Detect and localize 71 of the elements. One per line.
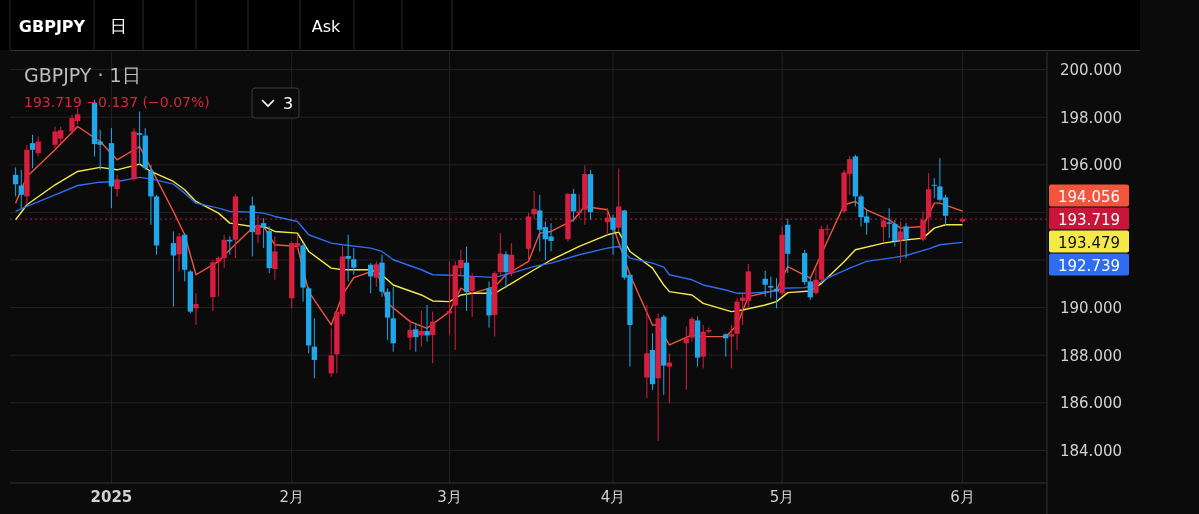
candlestick — [469, 272, 475, 318]
candlestick — [351, 247, 357, 276]
candlestick — [407, 319, 413, 351]
text: Ask — [311, 17, 342, 36]
candlestick — [170, 230, 177, 308]
candlestick — [897, 220, 904, 264]
candlestick — [920, 210, 926, 242]
candlestick — [570, 188, 577, 222]
candlestick — [255, 214, 261, 244]
candlestick — [768, 275, 774, 299]
candlestick — [35, 135, 41, 157]
candlestick — [373, 260, 380, 288]
text: 193.719 −0.137 (−0.07%) — [24, 94, 210, 110]
candlestick — [311, 317, 318, 379]
candlestick — [413, 322, 419, 353]
candlestick — [880, 215, 887, 242]
candlestick — [29, 134, 36, 169]
candlestick — [616, 168, 622, 232]
candlestick — [193, 292, 199, 326]
text: 193.479 — [1057, 233, 1121, 252]
y-tick-label: 198.000 — [1059, 108, 1123, 127]
text: 日 — [109, 16, 127, 36]
ref-line-label: 193.719 — [1057, 210, 1121, 229]
candlestick — [931, 177, 937, 199]
candlestick — [114, 174, 120, 197]
candlestick — [903, 222, 909, 259]
y-tick-label: 190.000 — [1059, 299, 1123, 318]
candlestick — [892, 219, 898, 247]
candlestick — [689, 316, 695, 343]
line-series — [14, 176, 964, 295]
candlestick — [728, 324, 735, 369]
text: GBPJPY — [18, 17, 86, 36]
x-tick-label: 2月 — [279, 488, 305, 506]
x-tick-label: 6月 — [950, 488, 975, 506]
candlestick — [328, 327, 334, 378]
x-tick-label: 5月 — [769, 488, 795, 506]
candlestick — [424, 304, 430, 343]
candlestick — [497, 232, 503, 276]
candlestick — [18, 169, 24, 209]
x-tick-label: 4月 — [600, 488, 626, 506]
y-tick-label: 184.000 — [1059, 441, 1123, 460]
y-tick-label: 200.000 — [1059, 61, 1123, 80]
candlestick — [762, 270, 768, 298]
text: GBPJPY · 1日 — [24, 64, 141, 86]
text: 194.056 — [1057, 187, 1121, 206]
candlestick — [683, 326, 689, 391]
candlestick — [345, 234, 351, 282]
y-tick-label: 186.000 — [1059, 394, 1123, 413]
text: 192.739 — [1057, 256, 1121, 275]
y-tick-label: 196.000 — [1059, 156, 1123, 175]
candlestick — [508, 242, 515, 277]
candlestick — [260, 217, 267, 249]
candlestick — [136, 111, 143, 166]
candlestick — [221, 234, 227, 269]
candlestick — [503, 250, 509, 289]
candlestick — [176, 232, 182, 272]
line-series — [14, 163, 964, 313]
candlestick — [813, 267, 819, 296]
y-tick-label: 188.000 — [1059, 346, 1123, 365]
candlestick — [576, 193, 582, 219]
annotation: 3 — [282, 94, 294, 113]
candlestick — [773, 277, 780, 309]
candlestick — [666, 352, 673, 404]
x-tick-label: 2025 — [90, 488, 133, 506]
candlestick — [610, 214, 616, 256]
candlestick — [723, 332, 729, 358]
x-tick-label: 3月 — [437, 488, 462, 506]
candlestick — [531, 190, 537, 220]
candlestick — [430, 311, 436, 364]
candlestick — [886, 207, 892, 239]
candlestick — [272, 235, 278, 281]
